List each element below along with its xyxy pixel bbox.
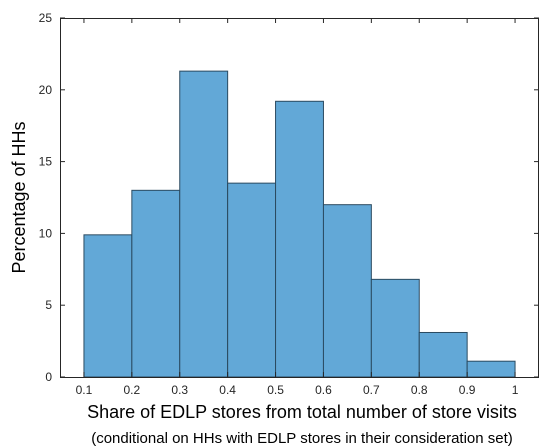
x-tick-label: 1 [512,383,519,397]
x-tick-label: 0.7 [363,383,380,397]
y-tick-label: 10 [39,226,53,240]
histogram-bar [83,234,133,378]
x-tick-label: 0.2 [124,383,141,397]
y-tick-label: 25 [39,11,53,25]
histogram-bar [275,100,324,378]
x-tick-label: 0.6 [315,383,332,397]
x-ticks-group: 0.1 0.2 0.3 0.4 0.5 0.6 0.7 0.8 0.9 1 [76,18,519,397]
x-tick-label: 0.9 [459,383,476,397]
y-tick-label: 20 [39,83,53,97]
x-axis-subtitle: (conditional on HHs with EDLP stores in … [91,430,513,447]
histogram-bar [179,70,229,378]
x-axis-title: Share of EDLP stores from total number o… [87,402,517,422]
y-ticks-group: 0 5 10 15 20 25 [39,11,539,384]
x-tick-label: 0.8 [411,383,428,397]
histogram-bar [370,278,420,378]
y-tick-label: 5 [45,298,52,312]
histogram-bar [418,331,468,378]
histogram-bar [322,204,372,378]
x-tick-label: 0.4 [219,383,236,397]
histogram-bar [227,182,277,378]
x-tick-label: 0.3 [171,383,188,397]
histogram-bar [466,360,516,378]
x-tick-label: 0.1 [76,383,93,397]
y-tick-label: 0 [45,370,52,384]
x-tick-label: 0.5 [267,383,284,397]
y-axis-title: Percentage of HHs [9,121,29,273]
y-tick-label: 15 [39,155,53,169]
histogram-bar [131,189,181,378]
bars-group [83,70,516,378]
